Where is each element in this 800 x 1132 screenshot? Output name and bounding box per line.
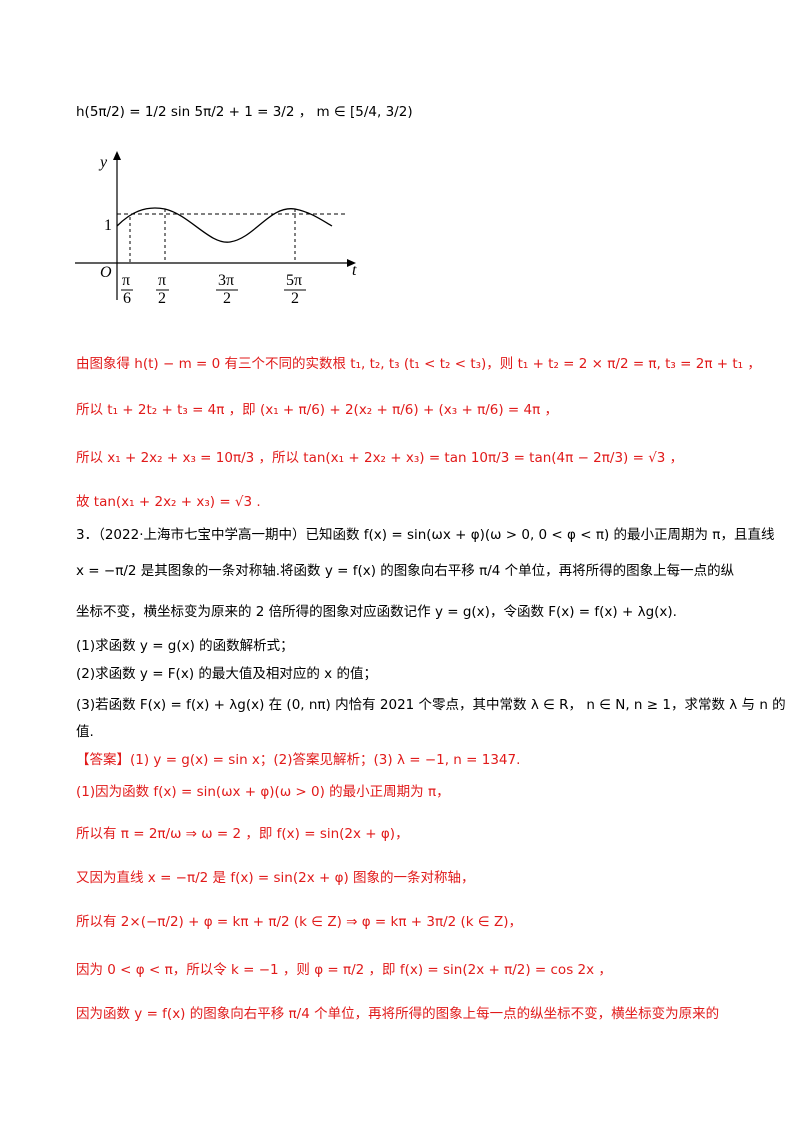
solution-line-3: 又因为直线 x = −π/2 是 f(x) = sin(2x + φ) 图象的一… xyxy=(76,870,475,886)
y-axis-label: y xyxy=(98,154,108,171)
origin-label: O xyxy=(100,264,112,281)
line-1: h(5π/2) = 1/2 sin 5π/2 + 1 = 3/2 ， m ∈ [… xyxy=(76,104,413,120)
line-4: 所以 x₁ + 2x₂ + x₃ = 10π/3 ，所以 tan(x₁ + 2x… xyxy=(76,450,684,466)
subquestion-3-cont: 值. xyxy=(76,724,94,740)
line-3: 所以 t₁ + 2t₂ + t₃ = 4π ，即 (x₁ + π/6) + 2(… xyxy=(76,402,559,418)
subquestion-2: (2)求函数 y = F(x) 的最大值及相对应的 x 的值； xyxy=(76,666,377,682)
t-axis-label: t xyxy=(352,262,357,279)
solution-line-4: 所以有 2×(−π/2) + φ = kπ + π/2 (k ∈ Z) ⇒ φ … xyxy=(76,914,522,930)
tick-pi2: π xyxy=(158,272,166,289)
tick-pi6: π xyxy=(122,272,130,289)
tick-3pi2: 3π xyxy=(218,272,234,289)
question-3-intro: 3．（2022·上海市七宝中学高一期中）已知函数 f(x) = sin(ωx +… xyxy=(76,527,775,543)
svg-text:2: 2 xyxy=(158,290,166,305)
tick-5pi2: 5π xyxy=(286,272,302,289)
line-5: 故 tan(x₁ + 2x₂ + x₃) = √3 . xyxy=(76,494,261,510)
subquestion-3: (3)若函数 F(x) = f(x) + λg(x) 在 (0, nπ) 内恰有… xyxy=(76,697,786,713)
curve xyxy=(116,207,333,243)
sine-graph: y t O 1 π 6 π 2 3π 2 5π 2 xyxy=(75,151,357,305)
t-axis-arrow xyxy=(347,259,356,267)
y-axis-arrow xyxy=(113,151,121,160)
one-label: 1 xyxy=(104,217,112,234)
question-3-line-3: 坐标不变，横坐标变为原来的 2 倍所得的图象对应函数记作 y = g(x)，令函… xyxy=(76,604,677,620)
solution-line-1: (1)因为函数 f(x) = sin(ωx + φ)(ω > 0) 的最小正周期… xyxy=(76,784,450,800)
line-2: 由图象得 h(t) − m = 0 有三个不同的实数根 t₁, t₂, t₃ (… xyxy=(76,356,761,372)
solution-line-5: 因为 0 < φ < π，所以令 k = −1 ，则 φ = π/2 ，即 f(… xyxy=(76,962,612,978)
question-3-line-2: x = −π/2 是其图象的一条对称轴.将函数 y = f(x) 的图象向右平移… xyxy=(76,563,735,579)
solution-line-2: 所以有 π = 2π/ω ⇒ ω = 2 ，即 f(x) = sin(2x + … xyxy=(76,826,409,842)
solution-line-6: 因为函数 y = f(x) 的图象向右平移 π/4 个单位，再将所得的图象上每一… xyxy=(76,1006,720,1022)
svg-text:2: 2 xyxy=(223,290,231,305)
svg-text:2: 2 xyxy=(291,290,299,305)
subquestion-1: (1)求函数 y = g(x) 的函数解析式； xyxy=(76,638,294,654)
svg-text:6: 6 xyxy=(123,290,131,305)
answer-line: 【答案】(1) y = g(x) = sin x；(2)答案见解析；(3) λ … xyxy=(76,752,521,768)
